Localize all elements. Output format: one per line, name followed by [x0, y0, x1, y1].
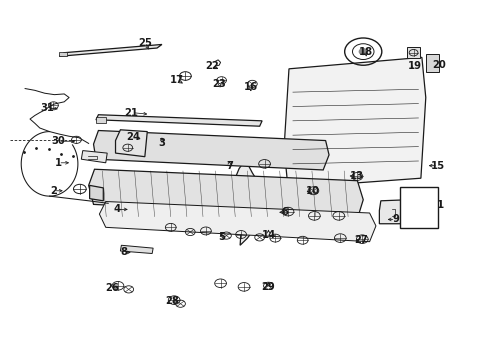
Text: 28: 28	[166, 296, 180, 306]
Polygon shape	[284, 57, 426, 188]
Polygon shape	[116, 130, 147, 157]
Text: 30: 30	[51, 136, 65, 146]
Text: 14: 14	[261, 230, 275, 239]
Polygon shape	[426, 54, 440, 72]
Text: 22: 22	[205, 61, 219, 71]
Polygon shape	[96, 115, 262, 126]
Polygon shape	[137, 133, 147, 138]
Text: 5: 5	[218, 232, 225, 242]
Text: 16: 16	[244, 82, 258, 93]
Circle shape	[359, 49, 367, 54]
Polygon shape	[407, 47, 420, 58]
Polygon shape	[99, 202, 376, 242]
Text: 8: 8	[121, 247, 127, 257]
Text: 4: 4	[113, 204, 121, 215]
Text: 23: 23	[213, 79, 226, 89]
Polygon shape	[89, 169, 363, 219]
Text: 12: 12	[404, 198, 418, 208]
Polygon shape	[59, 51, 67, 56]
Text: 27: 27	[354, 235, 368, 245]
Polygon shape	[94, 131, 329, 170]
Polygon shape	[81, 150, 107, 163]
Polygon shape	[379, 200, 411, 224]
Text: 29: 29	[262, 282, 275, 292]
Text: 31: 31	[40, 103, 54, 113]
Text: 11: 11	[431, 200, 445, 210]
Text: 3: 3	[158, 139, 165, 148]
Text: 17: 17	[170, 75, 184, 85]
Polygon shape	[234, 163, 264, 245]
Text: 25: 25	[138, 38, 152, 48]
Text: 20: 20	[433, 60, 446, 70]
Text: 18: 18	[359, 46, 373, 57]
Text: 24: 24	[126, 132, 141, 142]
Text: 13: 13	[349, 171, 364, 181]
FancyBboxPatch shape	[400, 187, 438, 228]
Text: 6: 6	[282, 207, 289, 217]
Polygon shape	[90, 185, 103, 201]
Text: 2: 2	[50, 186, 57, 196]
Text: 9: 9	[392, 215, 399, 224]
Polygon shape	[59, 44, 162, 56]
Polygon shape	[121, 245, 153, 253]
Text: 1: 1	[55, 158, 62, 168]
Text: 7: 7	[226, 161, 233, 171]
Text: 10: 10	[305, 186, 319, 197]
Text: 15: 15	[431, 161, 445, 171]
Text: 21: 21	[124, 108, 139, 118]
Text: 19: 19	[408, 61, 422, 71]
Text: 26: 26	[105, 283, 119, 293]
Polygon shape	[96, 117, 106, 123]
